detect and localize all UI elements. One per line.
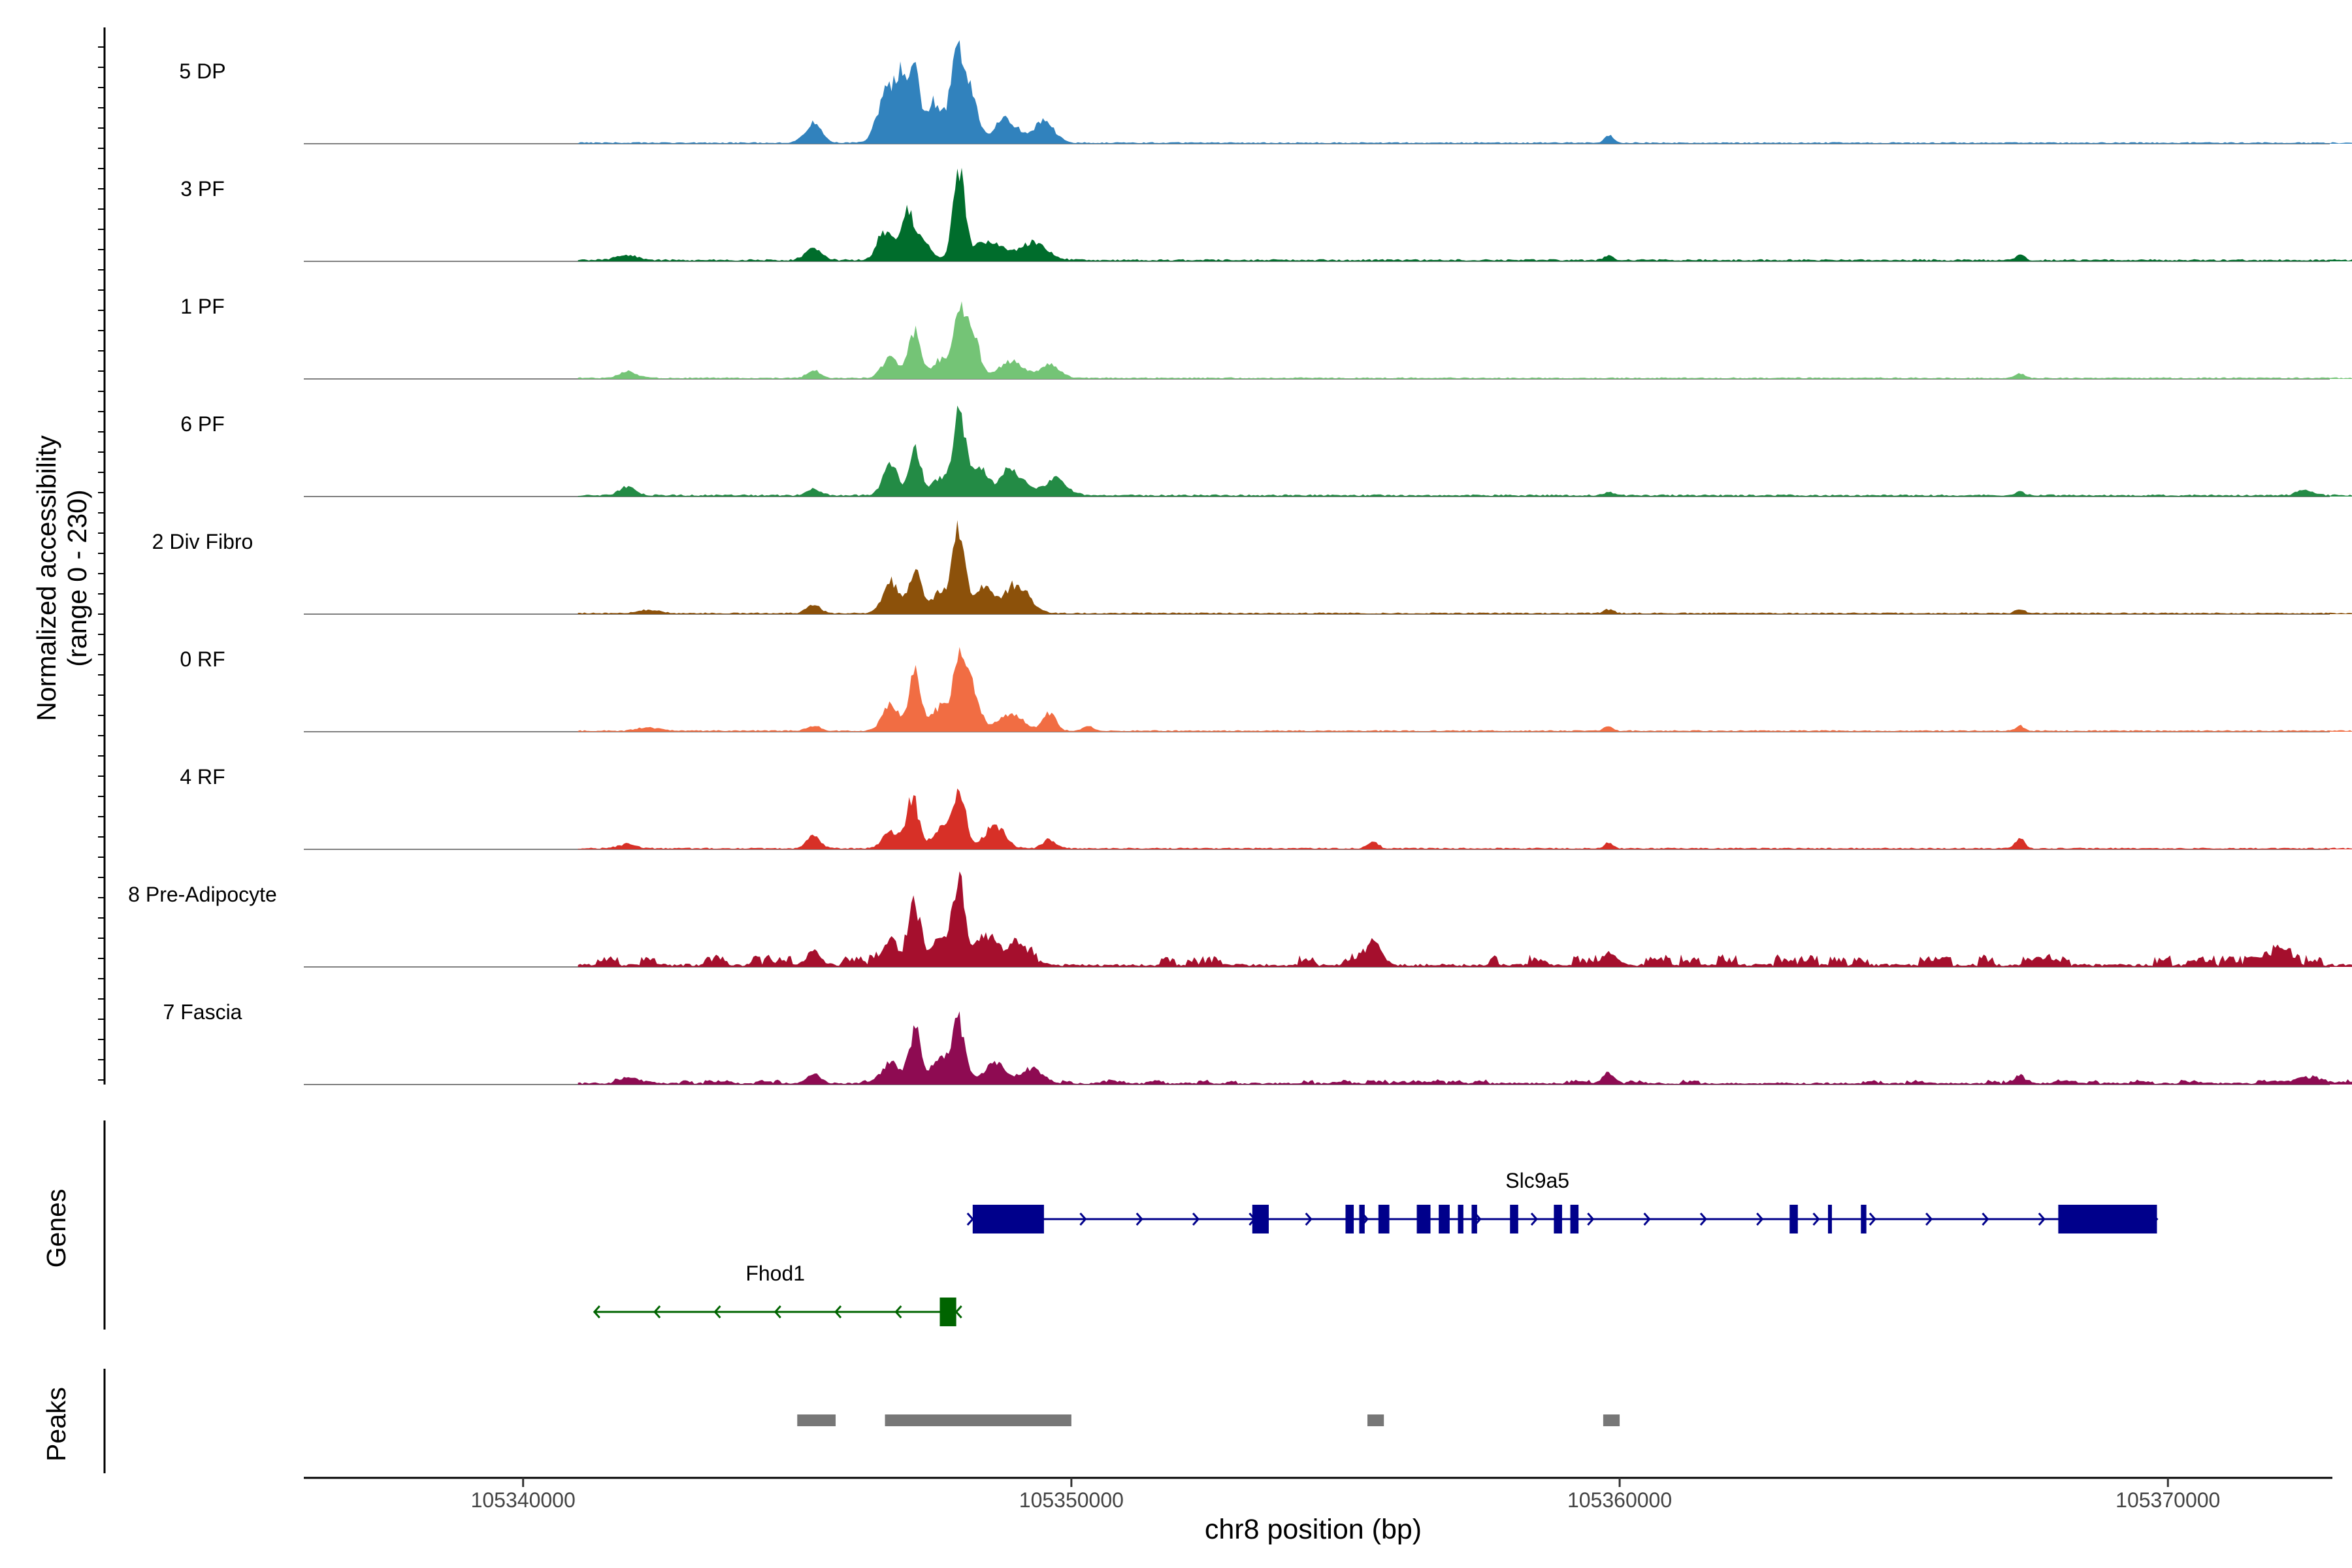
x-tick-label: 105370000 [2115, 1488, 2220, 1512]
track-1-pf: 1 PF [180, 295, 2352, 380]
x-tick-label: 105340000 [471, 1488, 576, 1512]
gene-slc9a5: Slc9a5 [966, 1169, 2159, 1233]
strand-arrow [955, 1305, 962, 1318]
exon [1458, 1205, 1463, 1233]
strand-arrow [1925, 1213, 1933, 1226]
genes-track-label: Genes [41, 1189, 71, 1268]
y-axis [98, 27, 106, 1085]
gene-fhod1: Fhod1 [593, 1262, 962, 1326]
track-0-rf: 0 RF [180, 647, 2352, 732]
track-7-fascia: 7 Fascia [163, 1000, 2352, 1085]
track-label-6-pf: 6 PF [180, 412, 225, 436]
strand-arrow [1756, 1213, 1764, 1226]
track-3-pf: 3 PF [180, 167, 2352, 262]
exon [1252, 1205, 1269, 1233]
coverage-area-4-rf [578, 788, 2352, 849]
x-tick-label: 105360000 [1567, 1488, 1672, 1512]
track-4-rf: 4 RF [180, 765, 2352, 850]
exon [1359, 1205, 1365, 1233]
x-tick-label: 105350000 [1019, 1488, 1124, 1512]
strand-arrow [2038, 1213, 2046, 1226]
exon [1570, 1205, 1579, 1233]
y-axis-label: Normalized accessibility [31, 435, 61, 721]
exon [1378, 1205, 1390, 1233]
track-label-7-fascia: 7 Fascia [163, 1000, 242, 1024]
exon [939, 1298, 956, 1326]
track-2-div-fibro: 2 Div Fibro [152, 520, 2352, 615]
exon [972, 1205, 1044, 1233]
peaks-track [103, 1369, 1620, 1473]
gene-label-slc9a5: Slc9a5 [1505, 1169, 1569, 1192]
strand-arrow [713, 1305, 721, 1318]
track-label-2-div-fibro: 2 Div Fibro [152, 530, 253, 553]
gene-label-fhod1: Fhod1 [745, 1262, 805, 1285]
coverage-area-7-fascia [578, 1011, 2352, 1085]
strand-arrow [1869, 1213, 1876, 1226]
coverage-area-3-pf [578, 167, 2352, 261]
track-8-pre-adipocyte: 8 Pre-Adipocyte [128, 871, 2352, 968]
strand-arrow [593, 1305, 600, 1318]
coverage-area-0-rf [578, 647, 2352, 732]
strand-arrow [1982, 1213, 1989, 1226]
track-label-3-pf: 3 PF [180, 177, 225, 201]
strand-arrow [774, 1305, 781, 1318]
strand-arrow [1305, 1213, 1313, 1226]
strand-arrow [1699, 1213, 1707, 1226]
exon [2058, 1205, 2157, 1233]
peak-region [1603, 1414, 1620, 1426]
track-label-5-dp: 5 DP [179, 59, 225, 83]
coverage-area-6-pf [578, 405, 2352, 497]
strand-arrow [1079, 1213, 1087, 1226]
strand-arrow [834, 1305, 842, 1318]
exon [1554, 1205, 1562, 1233]
exon [1471, 1205, 1477, 1233]
exon [1439, 1205, 1450, 1233]
coverage-area-1-pf [578, 301, 2352, 379]
exon [1510, 1205, 1518, 1233]
exon [1789, 1205, 1798, 1233]
track-label-8-pre-adipocyte: 8 Pre-Adipocyte [128, 883, 277, 906]
peak-region [885, 1414, 1071, 1426]
strand-arrow [1192, 1213, 1200, 1226]
track-5-dp: 5 DP [179, 40, 2352, 144]
strand-arrow [1530, 1213, 1538, 1226]
strand-arrow [1587, 1213, 1595, 1226]
exon [1827, 1205, 1832, 1233]
y-axis-range-label: (range 0 - 230) [62, 489, 92, 666]
peak-region [797, 1414, 836, 1426]
strand-arrow [966, 1213, 974, 1226]
genes-track: Slc9a5Fhod1Plekhg4 [103, 1120, 2159, 1330]
track-label-4-rf: 4 RF [180, 765, 225, 789]
strand-arrow [894, 1305, 902, 1318]
x-axis: 105340000 105350000 105360000 105370000 [304, 1477, 2332, 1512]
track-6-pf: 6 PF [180, 405, 2352, 497]
x-axis-label: chr8 position (bp) [1205, 1514, 1422, 1545]
strand-arrow [1812, 1213, 1820, 1226]
coverage-area-8-pre-adipocyte [578, 871, 2352, 967]
track-label-1-pf: 1 PF [180, 295, 225, 318]
strand-arrow [1643, 1213, 1651, 1226]
track-label-0-rf: 0 RF [180, 647, 225, 671]
coverage-tracks: 5 DP 3 PF 1 PF 6 PF 2 Div Fibro 0 RF 4 RF 8 Pre… [128, 40, 2352, 1085]
peaks-track-label: Peaks [41, 1387, 71, 1462]
coverage-area-2-div-fibro [578, 520, 2352, 614]
exon [1416, 1205, 1431, 1233]
strand-arrow [653, 1305, 661, 1318]
strand-arrow [1135, 1213, 1143, 1226]
coverage-area-5-dp [578, 40, 2352, 144]
exon [1861, 1205, 1867, 1233]
peak-region [1367, 1414, 1384, 1426]
exon [1345, 1205, 1354, 1233]
